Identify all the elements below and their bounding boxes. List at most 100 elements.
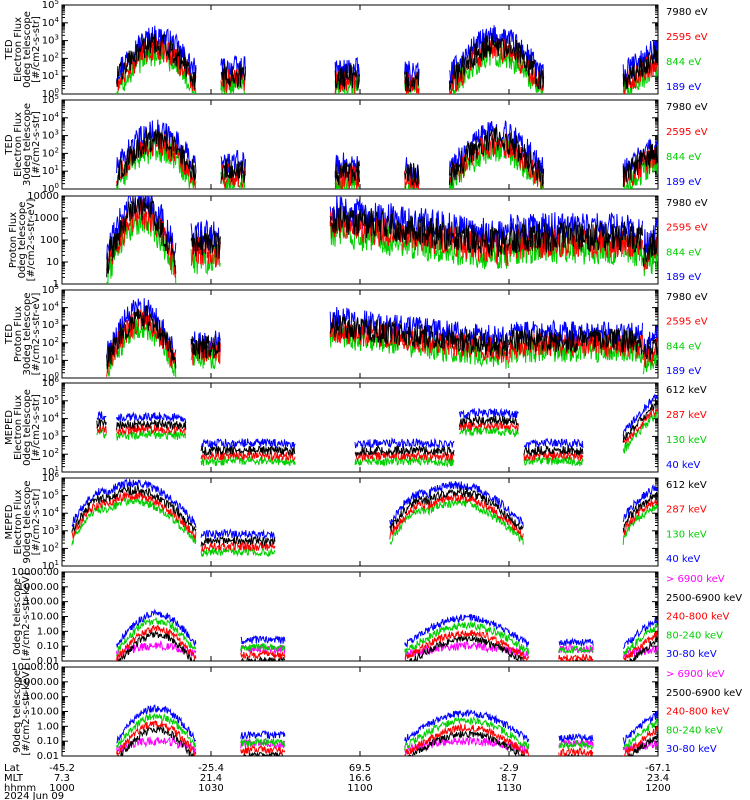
y-tick-label: 104 (42, 301, 60, 314)
y-tick-label: 105 (42, 394, 59, 407)
y-axis-label: [#/cm2-s-str-eV] (31, 293, 42, 376)
legend-entry: 844 eV (666, 341, 701, 352)
series-trace-2595-ev (116, 132, 658, 189)
x-row-label: hhmm (4, 783, 36, 794)
y-tick-label: 104 (42, 16, 60, 29)
y-tick-label: 10000.00 (11, 567, 59, 578)
legend-entry: 40 keV (666, 554, 700, 565)
legend-entry: 612 keV (666, 480, 707, 491)
y-axis-label: [#/cm2-s-str] (31, 488, 42, 555)
y-tick-label: 103 (42, 34, 59, 47)
y-tick-label: 100 (40, 235, 59, 246)
trace-group (116, 119, 658, 189)
y-tick-label: 0.10 (37, 641, 59, 652)
legend-entry: 2595 eV (666, 317, 708, 328)
y-tick-label: 10000.00 (11, 662, 59, 673)
plot-frame (61, 477, 659, 567)
y-tick-exponent: 4 (55, 412, 60, 420)
legend-entry: 287 keV (666, 410, 707, 421)
y-tick-exponent: 5 (55, 283, 59, 291)
y-axis-label: Electron Flux (13, 395, 24, 460)
y-axis-label: 0deg telescope (22, 11, 33, 88)
x-tick-lat: -25.4 (198, 763, 224, 774)
series-trace-30-80-kev (116, 704, 658, 746)
y-tick-label: 10.00 (30, 612, 59, 623)
legend-entry: 844 eV (666, 57, 701, 68)
y-tick-exponent: 2 (55, 541, 59, 549)
legend-entry: > 6900 keV (666, 669, 725, 680)
legend-entry: 240-800 keV (666, 612, 730, 623)
legend-entry: 189 eV (666, 366, 701, 377)
trace-group (71, 478, 658, 558)
legend-entry: 189 eV (666, 82, 701, 93)
x-row-label: Lat (4, 763, 20, 774)
y-axis-label: TED (4, 324, 15, 345)
y-tick-label: 104 (42, 412, 60, 425)
y-tick-exponent: 3 (55, 429, 59, 437)
y-tick-exponent: 5 (55, 394, 59, 402)
x-tick-hhmm: 1030 (198, 783, 223, 794)
x-tick-mlt: 7.3 (54, 773, 70, 784)
y-tick-label: 0.01 (37, 656, 59, 667)
x-tick-lat: -2.9 (499, 763, 519, 774)
y-tick-exponent: 4 (55, 16, 60, 24)
legend-entry: 612 keV (666, 385, 707, 396)
y-tick-exponent: 2 (55, 336, 59, 344)
y-axis-label: MEPED (4, 504, 15, 539)
y-tick-label: 103 (42, 129, 59, 142)
legend-entry: 7980 eV (666, 198, 708, 209)
y-tick-exponent: 4 (55, 301, 60, 309)
y-tick-label: 101 (42, 353, 59, 366)
y-axis-label: 30deg telescope (22, 292, 33, 375)
legend-entry: 2500-6900 keV (666, 688, 742, 699)
y-axis-label: 30deg telescope (22, 103, 33, 186)
panel-8: 0.01 0.10 1.00 10.00 100.00 1000.00 10000.0090… (11, 662, 742, 762)
y-tick-label: 10.00 (30, 707, 59, 718)
y-tick-label: 104 (42, 111, 60, 124)
y-tick-label: 100.00 (24, 597, 59, 608)
legend-entry: > 6900 keV (666, 574, 725, 585)
x-tick-hhmm: 1100 (347, 783, 372, 794)
legend-entry: 130 keV (666, 529, 707, 540)
y-axis-label: MEPED (4, 410, 15, 445)
y-tick-label: 1.00 (37, 721, 59, 732)
series-trace-2595-ev (106, 308, 658, 377)
y-tick-label: 0.01 (37, 751, 59, 762)
legend-entry: 130 keV (666, 435, 707, 446)
y-axis-label: 0deg telescope (12, 578, 23, 655)
y-axis-label: 0deg telescope (22, 389, 33, 466)
legend-entry: 844 eV (666, 247, 701, 258)
y-tick-label: 104 (42, 506, 60, 519)
series-trace-7980-ev (116, 32, 658, 93)
legend-entry: 30-80 keV (666, 744, 717, 755)
y-axis-label: 90deg telescope (22, 480, 33, 563)
y-tick-label: 1000 (34, 213, 59, 224)
series-trace-240-800-kev (116, 624, 658, 661)
y-tick-exponent: 6 (55, 471, 60, 479)
y-tick-label: 101 (42, 69, 59, 82)
legend-entry: 7980 eV (666, 7, 708, 18)
y-tick-label: 106 (42, 376, 60, 389)
y-tick-exponent: 5 (55, 93, 59, 101)
y-axis-label: Electron Flux (13, 112, 24, 177)
series-trace-40-kev (96, 394, 658, 451)
y-tick-label: 10000 (27, 191, 59, 202)
series-trace-40-kev (71, 478, 658, 541)
series-trace-612-kev (96, 399, 658, 458)
x-tick-hhmm: 1130 (496, 783, 521, 794)
series-trace-7980-ev (116, 126, 658, 188)
y-tick-label: 102 (42, 541, 59, 554)
y-tick-exponent: 5 (55, 489, 59, 497)
y-axis-label: TED (4, 134, 15, 155)
series-trace-80-240-kev (116, 713, 658, 751)
y-tick-exponent: 1 (55, 465, 59, 473)
y-axis-label: Proton Flux (13, 306, 24, 362)
y-tick-label: 1.00 (37, 626, 59, 637)
legend-entry: 2500-6900 keV (666, 593, 742, 604)
y-tick-label: 103 (42, 318, 59, 331)
legend-entry: 844 eV (666, 152, 701, 163)
y-tick-label: 105 (42, 489, 59, 502)
series-trace-7980-ev (106, 196, 658, 278)
legend-entry: 40 keV (666, 460, 700, 471)
